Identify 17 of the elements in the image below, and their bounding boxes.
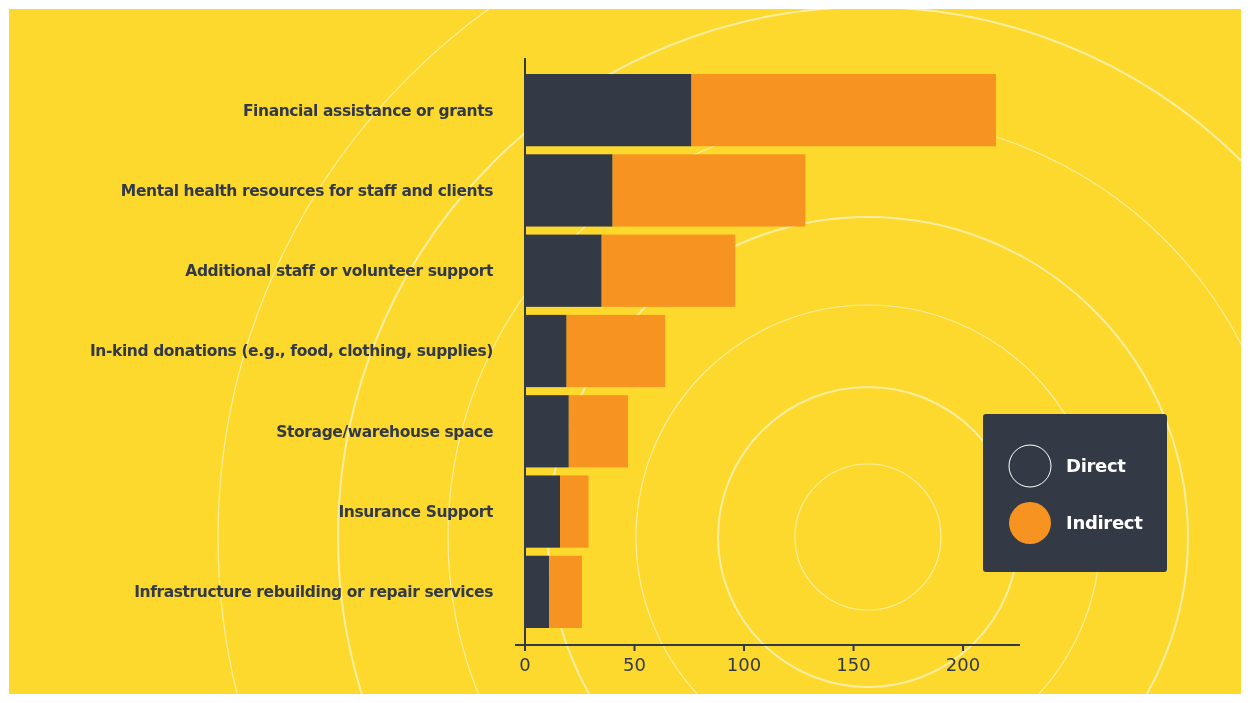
bar	[549, 555, 582, 628]
y-tick-label: Infrastructure rebuilding or repair services	[134, 583, 494, 602]
bar	[566, 314, 666, 388]
y-tick-label: Financial assistance or grants	[242, 101, 494, 120]
y-tick-label: Insurance Support	[338, 503, 494, 521]
bar	[612, 154, 806, 227]
x-tick-label: 100	[726, 654, 762, 675]
bar	[568, 395, 628, 468]
x-tick-label: 0	[519, 654, 531, 675]
bar	[560, 475, 589, 548]
legend-label: Direct	[1066, 455, 1127, 477]
x-tick-label: 50	[623, 654, 646, 675]
legend-label: Indirect	[1066, 512, 1144, 534]
x-tick-label: 200	[945, 654, 981, 675]
bar	[691, 74, 996, 147]
x-tick-label: 150	[836, 654, 871, 675]
bar	[601, 234, 736, 307]
